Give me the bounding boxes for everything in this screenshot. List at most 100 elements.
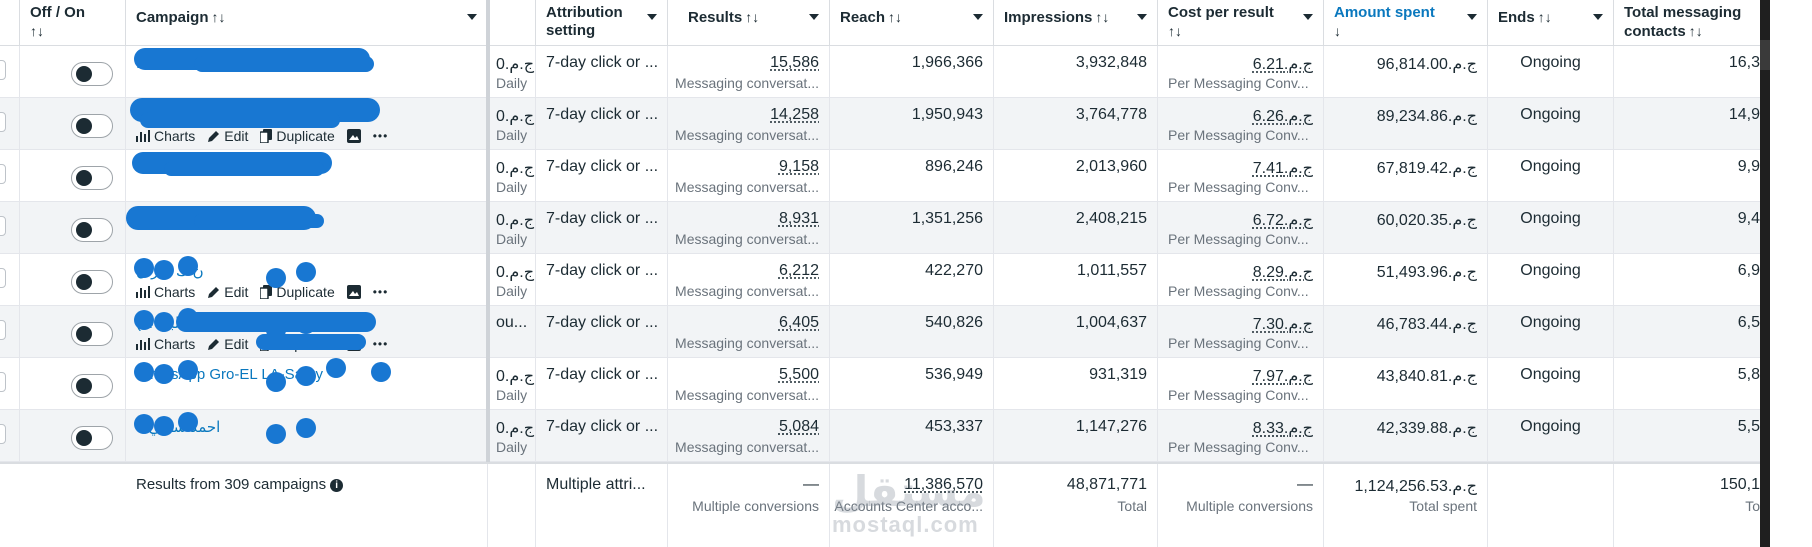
chevron-down-icon[interactable] xyxy=(1593,14,1603,20)
campaign-cell: ن ك م ر ن Charts Edit Duplicate ••• xyxy=(126,254,488,306)
chevron-down-icon[interactable] xyxy=(1467,14,1477,20)
sort-icon[interactable]: ↑↓ xyxy=(1168,23,1182,39)
toggle-knob xyxy=(76,170,92,186)
chevron-down-icon[interactable] xyxy=(647,14,657,20)
sort-icon[interactable]: ↑↓ xyxy=(1537,9,1552,25)
sort-desc-icon[interactable]: ↓ xyxy=(1334,23,1341,39)
results-value[interactable]: 15,586 xyxy=(770,54,819,71)
view-action[interactable] xyxy=(346,129,361,143)
more-options-icon[interactable]: ••• xyxy=(372,285,389,299)
row-checkbox[interactable] xyxy=(0,164,6,184)
budget-sub: Daily xyxy=(496,283,528,299)
results-value[interactable]: 14,258 xyxy=(770,106,819,123)
sort-icon[interactable]: ↑↓ xyxy=(888,9,903,25)
cpr-value[interactable]: ج.م.7.97 xyxy=(1252,368,1313,385)
more-options-icon[interactable]: ••• xyxy=(372,337,389,351)
toggle-knob xyxy=(76,222,92,238)
impressions-value: 1,011,557 xyxy=(1077,262,1147,279)
table-row[interactable]: Campaign ISO 2 Rent ج.م.0 Daily 7-day cl… xyxy=(0,150,1760,202)
header-reach[interactable]: Reach ↑↓ xyxy=(830,0,994,46)
table-row[interactable]: WhatsApp Gro-EL LA-Samy ج.م.0 Daily 7-da… xyxy=(0,358,1760,410)
duplicate-action[interactable]: Duplicate xyxy=(260,128,335,144)
campaign-toggle[interactable] xyxy=(71,218,113,242)
table-row[interactable]: ISO Lifts هوية- WhatsApp G ج.م.0 Daily 7… xyxy=(0,46,1760,98)
charts-action[interactable]: Charts xyxy=(136,336,195,352)
spent-value: ج.م.42,339.88 xyxy=(1376,420,1477,437)
cpr-value[interactable]: ج.م.8.33 xyxy=(1252,420,1313,437)
chevron-down-icon[interactable] xyxy=(1303,14,1313,20)
campaign-toggle[interactable] xyxy=(71,322,113,346)
campaign-toggle[interactable] xyxy=(71,166,113,190)
results-value[interactable]: 9,158 xyxy=(778,158,819,175)
header-amount-spent[interactable]: Amount spent ↓ xyxy=(1324,0,1488,46)
header-ends[interactable]: Ends ↑↓ xyxy=(1488,0,1614,46)
duplicate-action[interactable]: Duplicate xyxy=(260,284,335,300)
row-checkbox[interactable] xyxy=(0,424,6,444)
row-checkbox[interactable] xyxy=(0,112,6,132)
cpr-value[interactable]: ج.م.8.29 xyxy=(1252,264,1313,281)
attribution-value: 7-day click or ... xyxy=(546,210,659,227)
sort-icon[interactable]: ↑↓ xyxy=(211,9,226,25)
impressions-cell: 3,932,848 xyxy=(994,46,1158,98)
header-campaign-label: Campaign xyxy=(136,9,209,26)
results-value[interactable]: 6,405 xyxy=(778,314,819,331)
header-attribution[interactable]: Attribution setting xyxy=(536,0,668,46)
cpr-value[interactable]: ج.م.6.26 xyxy=(1252,108,1313,125)
header-cost-per-result[interactable]: Cost per result ↑↓ xyxy=(1158,0,1324,46)
sort-icon[interactable]: ↑↓ xyxy=(30,23,44,39)
header-impressions-label: Impressions xyxy=(1004,9,1093,26)
charts-action[interactable]: Charts xyxy=(136,128,195,144)
table-row[interactable]: ن ك م ر ن Charts Edit Duplicate ••• ج.م.… xyxy=(0,254,1760,306)
results-value[interactable]: 5,084 xyxy=(778,418,819,435)
campaign-toggle[interactable] xyxy=(71,426,113,450)
scrollbar[interactable] xyxy=(1760,0,1812,547)
table-row[interactable]: ( 4 خطة ليزا للبيع Charts Edit Duplicate… xyxy=(0,306,1760,358)
row-checkbox[interactable] xyxy=(0,320,6,340)
edit-action[interactable]: Edit xyxy=(207,128,248,144)
results-value[interactable]: 6,212 xyxy=(778,262,819,279)
row-checkbox[interactable] xyxy=(0,268,6,288)
chevron-down-icon[interactable] xyxy=(973,14,983,20)
campaign-toggle[interactable] xyxy=(71,114,113,138)
cpr-value[interactable]: ج.م.6.21 xyxy=(1252,56,1313,73)
charts-action[interactable]: Charts xyxy=(136,284,195,300)
cpr-value[interactable]: ج.م.6.72 xyxy=(1252,212,1313,229)
edit-action[interactable]: Edit xyxy=(207,284,248,300)
sort-icon[interactable]: ↑↓ xyxy=(745,9,760,25)
header-off-on[interactable]: Off / On ↑↓ xyxy=(20,0,126,46)
sort-icon[interactable]: ↑↓ xyxy=(1688,23,1703,39)
table-row[interactable]: احمد سامي 3 ج.م.0 Daily 7-day click or .… xyxy=(0,410,1760,462)
campaign-toggle[interactable] xyxy=(71,62,113,86)
results-value[interactable]: 8,931 xyxy=(778,210,819,227)
cpr-value[interactable]: ج.م.7.30 xyxy=(1252,316,1313,333)
view-action[interactable] xyxy=(346,285,361,299)
scrollbar-track[interactable] xyxy=(1760,0,1770,547)
campaign-toggle[interactable] xyxy=(71,270,113,294)
campaign-toggle[interactable] xyxy=(71,374,113,398)
header-campaign[interactable]: Campaign ↑↓ xyxy=(126,0,488,46)
budget-value: ج.م.0 xyxy=(496,420,535,437)
row-checkbox[interactable] xyxy=(0,372,6,392)
header-budget[interactable] xyxy=(488,0,536,46)
table-row[interactable]: New Campaign 10/8/2023 ج.م.0 Daily 7-day… xyxy=(0,202,1760,254)
header-results[interactable]: Results ↑↓ xyxy=(668,0,830,46)
toggle-knob xyxy=(76,326,92,342)
table-row[interactable]: عبد شامي - واي المسا Charts Edit Duplica… xyxy=(0,98,1760,150)
campaign-cell: ISO Lifts هوية- WhatsApp G xyxy=(126,46,488,98)
frozen-column-divider[interactable] xyxy=(486,0,490,462)
more-options-icon[interactable]: ••• xyxy=(372,129,389,143)
edit-action[interactable]: Edit xyxy=(207,336,248,352)
header-impressions[interactable]: Impressions ↑↓ xyxy=(994,0,1158,46)
scrollbar-thumb[interactable] xyxy=(1760,40,1770,70)
results-value[interactable]: 5,500 xyxy=(778,366,819,383)
row-checkbox[interactable] xyxy=(0,216,6,236)
row-checkbox[interactable] xyxy=(0,60,6,80)
cpr-value[interactable]: ج.م.7.41 xyxy=(1252,160,1313,177)
chevron-down-icon[interactable] xyxy=(809,14,819,20)
header-total-messaging[interactable]: Total messaging contacts ↑↓ xyxy=(1614,0,1760,46)
chevron-down-icon[interactable] xyxy=(1137,14,1147,20)
chevron-down-icon[interactable] xyxy=(467,14,477,20)
info-icon[interactable]: i xyxy=(330,479,344,492)
toggle-cell xyxy=(20,410,126,462)
sort-icon[interactable]: ↑↓ xyxy=(1095,9,1110,25)
